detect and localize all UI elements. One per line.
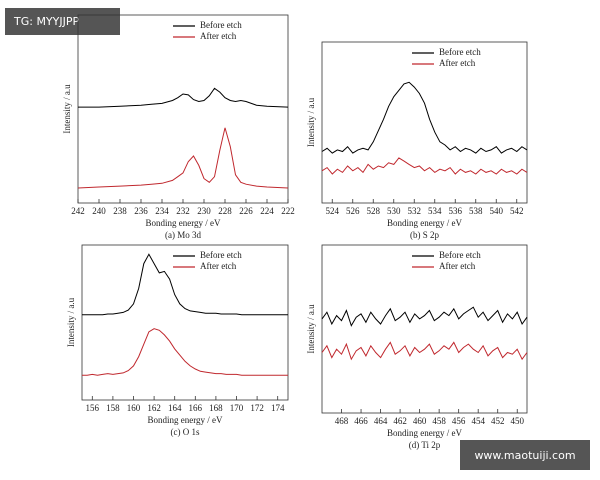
x-tick-label: 538 bbox=[469, 206, 483, 216]
caption: (c) O 1s bbox=[171, 427, 200, 437]
x-tick-label: 226 bbox=[239, 206, 253, 216]
series-line bbox=[321, 341, 528, 361]
x-tick-label: 234 bbox=[155, 206, 169, 216]
plot-frame bbox=[321, 244, 528, 414]
x-tick-label: 534 bbox=[428, 206, 442, 216]
x-axis-label: Bonding energy / eV bbox=[147, 415, 223, 425]
watermark-box bbox=[460, 440, 590, 470]
x-tick-label: 452 bbox=[491, 416, 505, 426]
caption: (b) S 2p bbox=[410, 230, 439, 240]
y-axis-label: Intensity / a.u bbox=[306, 97, 316, 147]
legend-label: After etch bbox=[200, 31, 237, 41]
x-tick-label: 526 bbox=[346, 206, 360, 216]
series-line bbox=[321, 157, 528, 175]
caption: (d) Ti 2p bbox=[409, 440, 441, 450]
y-axis-label: Intensity / a.u bbox=[66, 297, 76, 347]
legend-label: After etch bbox=[200, 261, 237, 271]
legend-label: After etch bbox=[439, 58, 476, 68]
caption: (a) Mo 3d bbox=[165, 230, 201, 240]
x-tick-label: 532 bbox=[408, 206, 422, 216]
x-tick-label: 236 bbox=[134, 206, 148, 216]
x-axis-label: Bonding energy / eV bbox=[387, 428, 463, 438]
x-tick-label: 168 bbox=[209, 403, 223, 413]
x-axis-label: Bonding energy / eV bbox=[145, 218, 221, 228]
plot-frame bbox=[77, 14, 289, 204]
x-tick-label: 466 bbox=[354, 416, 368, 426]
x-tick-label: 242 bbox=[71, 206, 85, 216]
legend-label: Before etch bbox=[439, 250, 481, 260]
x-tick-label: 450 bbox=[510, 416, 524, 426]
x-tick-label: 238 bbox=[113, 206, 127, 216]
legend-label: Before etch bbox=[200, 20, 242, 30]
legend-label: After etch bbox=[439, 261, 476, 271]
x-tick-label: 528 bbox=[367, 206, 381, 216]
plot-frame bbox=[321, 41, 528, 204]
series-line bbox=[321, 306, 528, 327]
x-tick-label: 230 bbox=[197, 206, 211, 216]
series-line bbox=[82, 328, 288, 376]
x-tick-label: 160 bbox=[127, 403, 141, 413]
x-tick-label: 462 bbox=[393, 416, 407, 426]
plot-frame bbox=[81, 244, 289, 401]
x-tick-label: 468 bbox=[335, 416, 349, 426]
x-tick-label: 454 bbox=[471, 416, 485, 426]
x-tick-label: 172 bbox=[250, 403, 264, 413]
x-tick-label: 464 bbox=[374, 416, 388, 426]
watermark-box bbox=[5, 8, 120, 35]
series-line bbox=[321, 81, 528, 154]
x-tick-label: 540 bbox=[490, 206, 504, 216]
legend-label: Before etch bbox=[200, 250, 242, 260]
x-tick-label: 224 bbox=[260, 206, 274, 216]
x-tick-label: 460 bbox=[413, 416, 427, 426]
watermark: www.maotuiji.com bbox=[474, 449, 575, 462]
x-tick-label: 530 bbox=[387, 206, 401, 216]
x-tick-label: 170 bbox=[230, 403, 244, 413]
x-axis-label: Bonding energy / eV bbox=[387, 218, 463, 228]
y-axis-label: Intensity / a.u bbox=[306, 304, 316, 354]
x-tick-label: 164 bbox=[168, 403, 182, 413]
x-tick-label: 542 bbox=[510, 206, 524, 216]
x-tick-label: 158 bbox=[106, 403, 120, 413]
series-line bbox=[78, 87, 289, 108]
x-tick-label: 456 bbox=[452, 416, 466, 426]
series-line bbox=[82, 253, 288, 316]
x-tick-label: 166 bbox=[189, 403, 203, 413]
x-tick-label: 240 bbox=[92, 206, 106, 216]
x-tick-label: 162 bbox=[147, 403, 161, 413]
x-tick-label: 536 bbox=[449, 206, 463, 216]
legend-label: Before etch bbox=[439, 47, 481, 57]
x-tick-label: 524 bbox=[326, 206, 340, 216]
series-line bbox=[77, 127, 289, 189]
watermark: TG: MYYJJPP bbox=[13, 15, 79, 28]
x-tick-label: 222 bbox=[281, 206, 295, 216]
x-tick-label: 156 bbox=[86, 403, 100, 413]
x-tick-label: 458 bbox=[432, 416, 446, 426]
x-tick-label: 228 bbox=[218, 206, 232, 216]
x-tick-label: 232 bbox=[176, 206, 190, 216]
x-tick-label: 174 bbox=[271, 403, 285, 413]
y-axis-label: Intensity / a.u bbox=[62, 84, 72, 134]
